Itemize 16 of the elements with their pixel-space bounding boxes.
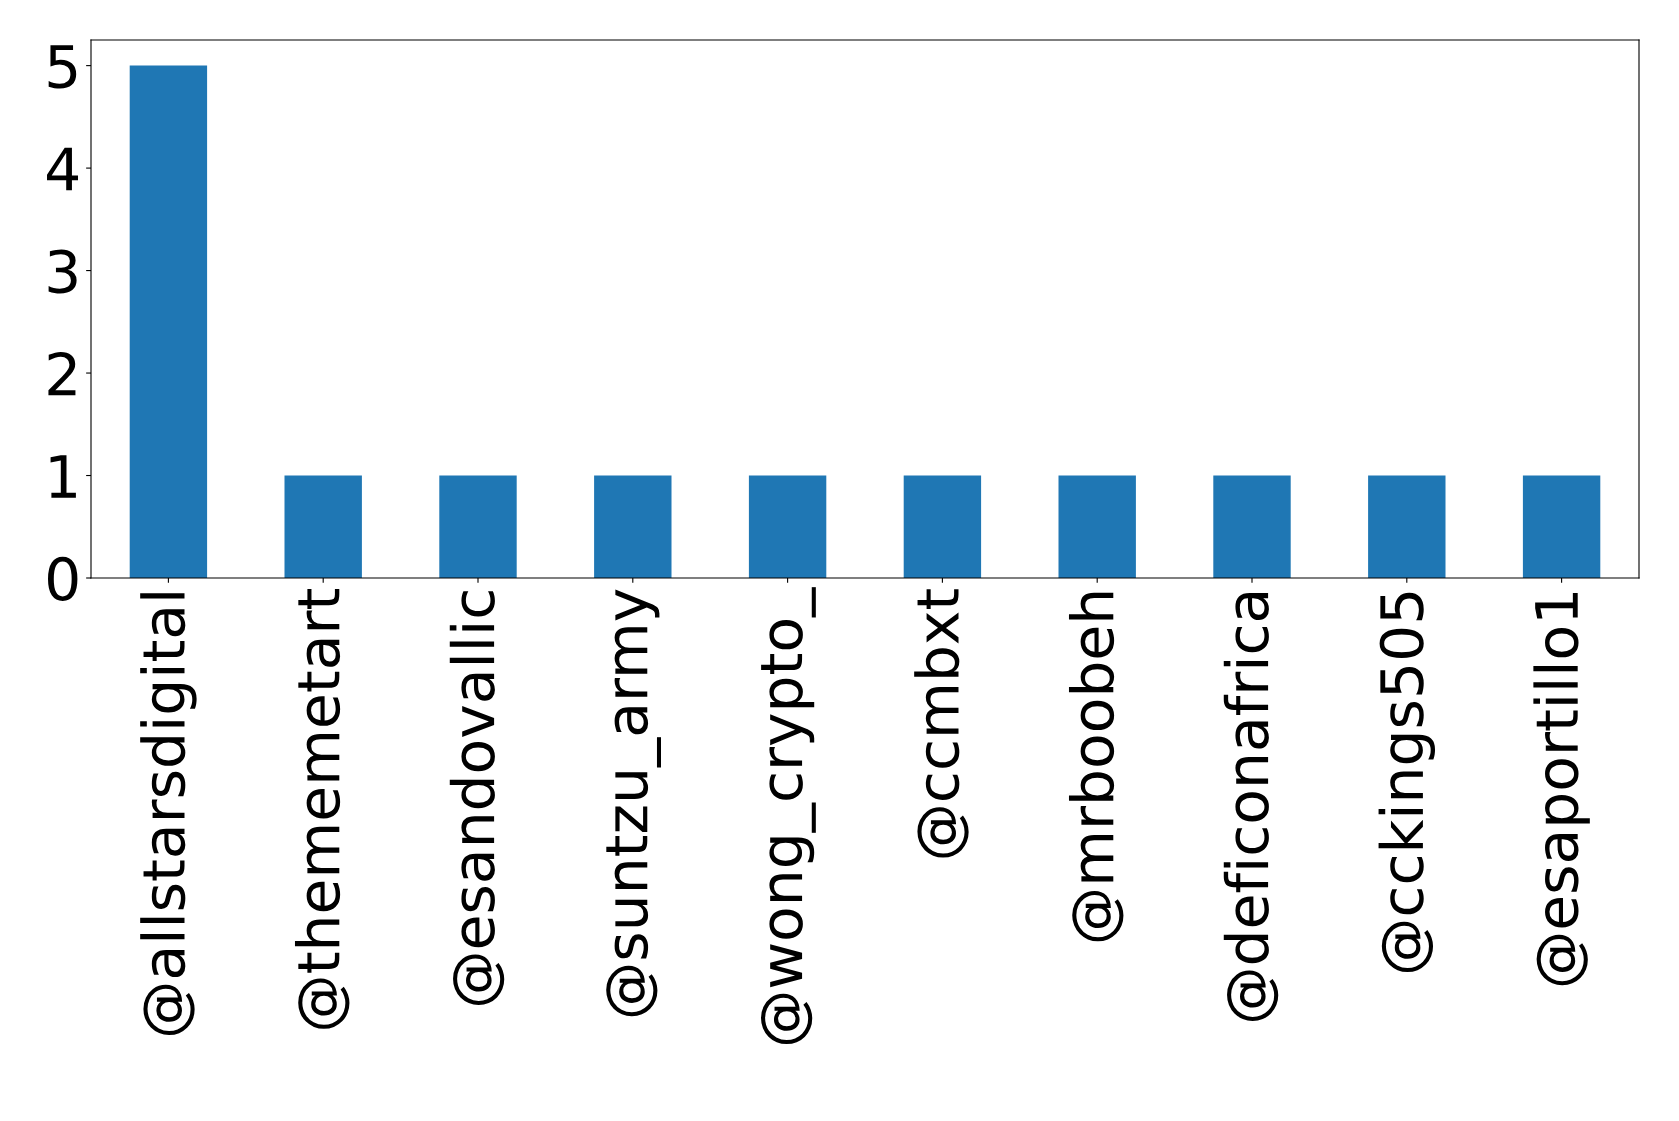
y-tick-label: 5 <box>48 45 77 89</box>
x-tick-label: @cckings505 <box>1378 592 1436 973</box>
x-tick-label: @deficonafrica <box>1223 593 1279 1021</box>
y-tick-label: 3 <box>48 249 77 294</box>
x-tick-label: @wong_crypto_ <box>761 587 816 1045</box>
y-tick-label: 4 <box>47 147 79 191</box>
x-tick-label: @suntzu_army <box>606 589 662 1017</box>
x-tick-label: @esaportillo1 <box>1533 593 1590 986</box>
x-tick-label: @esandovallic <box>449 591 505 1005</box>
y-tick-label: 2 <box>48 351 76 396</box>
x-tick-label: @allstarsdigital <box>140 593 197 1036</box>
x-tick-label: @ccmbxt <box>914 589 969 858</box>
y-tick-label: 0 <box>48 556 78 601</box>
x-tick-label: @mrboobeh <box>1068 592 1124 942</box>
x-tick-label: @thememetart <box>294 589 350 1029</box>
y-tick-label: 1 <box>50 455 76 498</box>
